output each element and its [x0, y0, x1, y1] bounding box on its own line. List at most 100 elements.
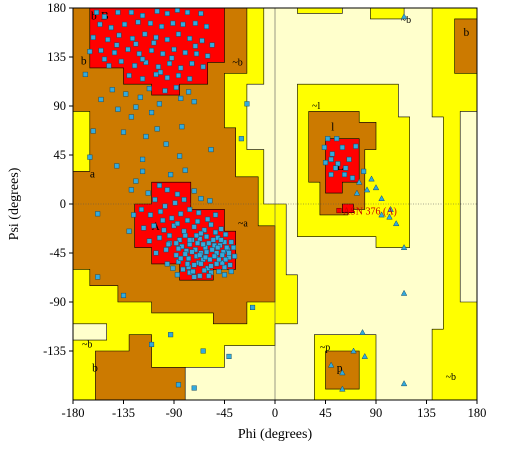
general-residue-point [120, 292, 127, 299]
y-tick-label: -45 [49, 246, 66, 260]
y-tick-label: -135 [43, 344, 66, 358]
general-residue-point [228, 239, 234, 245]
general-residue-point [123, 91, 129, 97]
glycine-point [355, 178, 363, 185]
general-residue-point [218, 237, 224, 243]
general-residue-point [191, 262, 197, 268]
general-residue-point [221, 272, 228, 278]
general-residue-point [200, 241, 206, 247]
general-residue-point [178, 95, 184, 101]
general-residue-point [228, 268, 234, 275]
glycine-point [400, 244, 408, 251]
general-residue-point [98, 96, 104, 103]
general-residue-point [191, 188, 197, 194]
general-residue-point [191, 224, 197, 230]
general-residue-point [140, 76, 146, 82]
general-residue-point [178, 211, 184, 217]
general-residue-point [232, 253, 238, 259]
region-label: ~p [320, 343, 330, 354]
general-residue-point [227, 262, 233, 268]
glycine-point [386, 213, 393, 220]
general-residue-point [156, 182, 162, 189]
general-residue-point [168, 332, 174, 338]
general-residue-point [192, 20, 198, 26]
general-residue-point [147, 212, 153, 218]
general-residue-point [195, 240, 201, 246]
general-residue-point [170, 265, 176, 271]
general-residue-point [166, 60, 173, 67]
general-residue-point [133, 41, 139, 47]
region-label: ~b [401, 15, 411, 26]
general-residue-point [90, 34, 96, 40]
general-residue-point [198, 261, 204, 267]
general-residue-point [197, 252, 203, 258]
y-tick-label: 135 [47, 50, 66, 64]
general-residue-point [211, 253, 217, 259]
general-residue-point [128, 9, 134, 15]
x-tick-label: -135 [112, 406, 135, 420]
general-residue-point [191, 385, 197, 391]
general-residue-point [206, 273, 212, 279]
general-residue-point [171, 46, 177, 52]
general-residue-point [178, 65, 184, 71]
general-residue-point [219, 260, 225, 266]
general-residue-point [180, 21, 186, 27]
x-tick-label: 45 [319, 406, 332, 420]
general-residue-point [140, 13, 146, 19]
x-tick-label: -180 [62, 406, 85, 420]
y-tick-label: 0 [60, 197, 66, 211]
general-residue-point [115, 106, 121, 112]
general-residue-point [128, 187, 134, 193]
general-residue-point [201, 267, 207, 273]
region-label: L [337, 161, 344, 173]
general-residue-point [156, 235, 162, 241]
general-residue-point [95, 211, 101, 217]
general-residue-point [114, 163, 120, 169]
general-residue-point [187, 206, 193, 212]
general-residue-point [206, 240, 212, 246]
general-residue-point [200, 348, 206, 354]
general-residue-point [161, 227, 167, 233]
general-residue-point [105, 37, 111, 43]
general-residue-point [125, 46, 131, 52]
general-residue-point [223, 256, 229, 263]
x-axis-title: Phi (degrees) [238, 427, 313, 442]
glycine-point [350, 347, 357, 354]
general-residue-point [343, 165, 349, 171]
general-residue-point [115, 9, 121, 15]
general-residue-point [219, 252, 225, 258]
general-residue-point [97, 21, 103, 27]
general-residue-point [177, 153, 183, 159]
general-residue-point [328, 156, 334, 162]
outlier-point [336, 207, 342, 214]
general-residue-point [132, 63, 138, 69]
region-label: b [91, 11, 97, 23]
general-residue-point [177, 237, 183, 243]
general-residue-point [184, 261, 191, 267]
general-residue-point [179, 124, 185, 130]
general-residue-point [238, 136, 244, 142]
general-residue-point [218, 226, 224, 232]
generous-region-5 [370, 7, 405, 20]
general-residue-point [328, 172, 334, 178]
general-residue-point [140, 156, 146, 162]
general-residue-point [101, 14, 107, 20]
general-residue-point [162, 88, 168, 94]
general-residue-point [216, 268, 222, 275]
general-residue-point [126, 72, 132, 79]
general-residue-point [193, 51, 199, 57]
general-residue-point [187, 35, 193, 42]
general-residue-point [165, 241, 171, 247]
general-residue-point [109, 87, 115, 93]
general-residue-point [149, 47, 155, 54]
general-residue-point [156, 101, 162, 107]
general-residue-point [116, 32, 122, 38]
general-residue-point [186, 89, 192, 95]
general-residue-point [146, 238, 152, 244]
x-tick-label: -90 [166, 406, 183, 420]
general-residue-point [128, 114, 134, 120]
general-residue-point [205, 53, 211, 59]
glycine-point [378, 195, 385, 202]
general-residue-point [173, 240, 179, 246]
general-residue-point [160, 51, 166, 57]
